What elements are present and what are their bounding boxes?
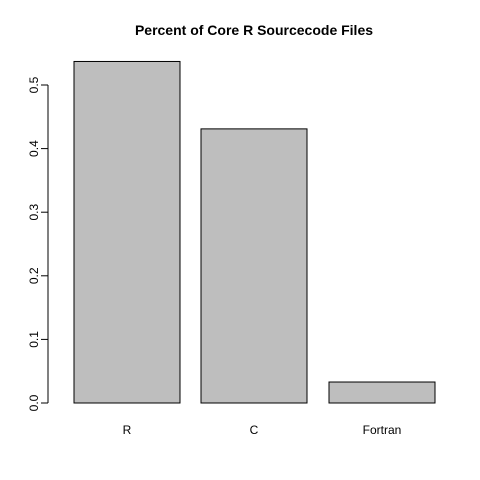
y-tick-label: 0.3 <box>27 204 41 221</box>
category-label-fortran: Fortran <box>363 423 402 437</box>
bars-group <box>73 60 436 404</box>
bar-r <box>73 60 181 404</box>
y-tick-label: 0.0 <box>27 394 41 411</box>
category-label-r: R <box>123 423 132 437</box>
y-tick-label: 0.1 <box>27 331 41 348</box>
y-tick-label: 0.5 <box>27 76 41 93</box>
bar-c <box>200 128 308 404</box>
category-label-c: C <box>250 423 259 437</box>
y-tick-label: 0.4 <box>27 140 41 157</box>
y-tick-label: 0.2 <box>27 267 41 284</box>
category-labels: R C Fortran <box>123 423 402 437</box>
chart-title: Percent of Core R Sourcecode Files <box>135 22 373 38</box>
y-axis: 0.0 0.1 0.2 0.3 0.4 0.5 <box>27 76 49 411</box>
bar-fortran <box>328 381 436 404</box>
